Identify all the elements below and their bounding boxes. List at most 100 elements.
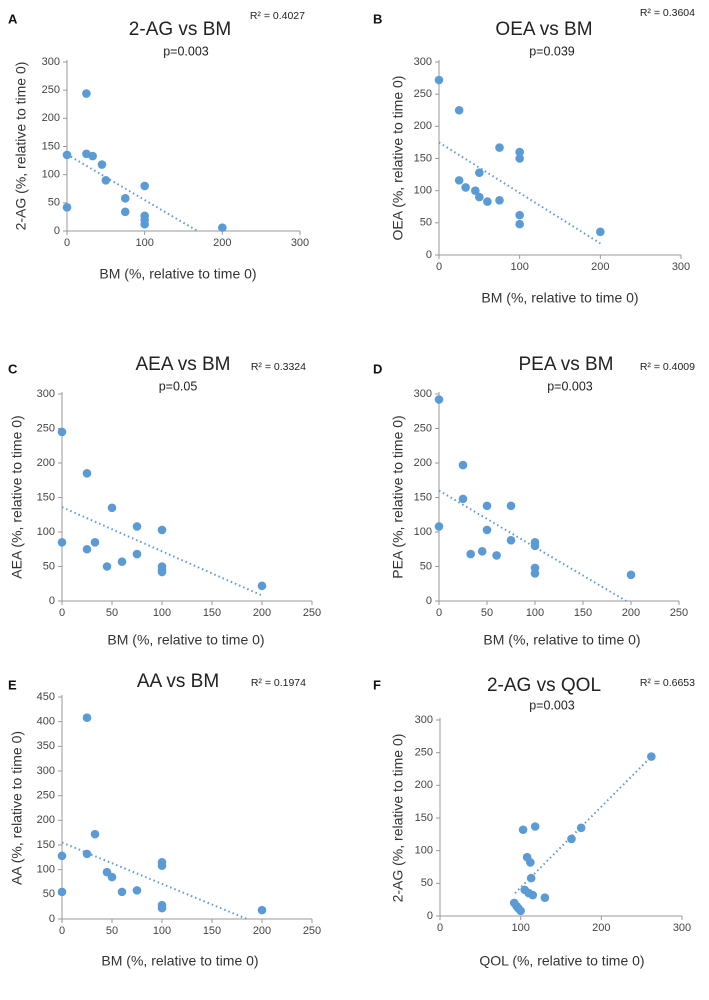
y-tick-label: 100	[414, 526, 432, 538]
y-tick-label: 100	[42, 169, 60, 181]
r-squared: R² = 0.4027	[250, 10, 305, 22]
y-tick-label: 0	[49, 913, 55, 925]
y-tick-label: 250	[414, 422, 432, 434]
trendline	[438, 141, 601, 245]
panel-b: B OEA vs BM p=0.039 R² = 0.3604 0 100 200 300 0 5…	[373, 7, 695, 306]
data-point	[90, 829, 100, 839]
y-tick-label: 250	[37, 790, 55, 802]
x-tick-label: 100	[511, 922, 529, 934]
y-tick-label: 200	[37, 814, 55, 826]
data-point	[117, 557, 127, 566]
y-tick-label: 350	[37, 740, 55, 752]
panel-letter: F	[373, 678, 381, 693]
p-value: p=0.003	[547, 379, 593, 393]
data-point	[57, 427, 67, 437]
data-point	[107, 872, 117, 882]
y-axis-label: PEA (%, relative to time 0)	[390, 415, 406, 578]
data-point	[506, 501, 516, 511]
data-point	[477, 547, 487, 556]
y-tick-label: 0	[426, 595, 432, 607]
data-point	[57, 887, 67, 897]
y-tick-label: 300	[37, 765, 55, 777]
trendline	[61, 841, 248, 920]
data-point	[567, 834, 576, 844]
y-tick-label: 250	[414, 88, 432, 100]
y-tick-label: 150	[414, 491, 432, 503]
data-point	[483, 197, 492, 206]
y-tick-label: 250	[42, 84, 60, 96]
y-tick-label: 200	[414, 457, 432, 469]
r-squared: R² = 0.1974	[251, 677, 306, 689]
data-point	[57, 538, 67, 547]
data-point	[515, 147, 524, 157]
x-axis-label: BM (%, relative to time 0)	[481, 290, 638, 306]
p-value: p=0.05	[159, 379, 198, 393]
data-point	[157, 861, 167, 871]
data-point	[97, 160, 107, 169]
x-tick-label: 0	[64, 237, 70, 249]
x-tick-label: 200	[213, 237, 231, 249]
x-tick-label: 300	[291, 237, 309, 249]
x-tick-label: 200	[591, 261, 609, 273]
x-tick-label: 100	[153, 925, 171, 937]
panel-letter: D	[373, 362, 382, 377]
y-axis-label: OEA (%, relative to time 0)	[390, 76, 406, 241]
y-tick-label: 200	[37, 457, 55, 469]
x-tick-label: 100	[153, 607, 171, 619]
y-tick-label: 50	[421, 877, 433, 889]
y-tick-label: 100	[37, 864, 55, 876]
data-point	[62, 203, 72, 212]
data-point	[454, 105, 464, 115]
data-point	[82, 544, 92, 554]
x-tick-label: 50	[106, 925, 118, 937]
data-point	[540, 893, 550, 903]
data-point	[495, 143, 504, 152]
y-tick-label: 100	[414, 185, 432, 197]
data-point	[576, 823, 586, 833]
panel-f: F 2-AG vs QOL p=0.003 R² = 0.6653 0 100 200 300…	[373, 675, 695, 969]
y-tick-label: 300	[37, 388, 55, 400]
y-tick-label: 100	[37, 526, 55, 538]
y-tick-label: 0	[426, 249, 432, 261]
data-point	[647, 752, 656, 761]
panel-a: A 2-AG vs BM p=0.003 R² = 0.4027 0 100 200 300 0…	[8, 10, 309, 282]
y-tick-label: 0	[427, 910, 433, 922]
y-tick-label: 200	[415, 779, 433, 791]
data-point	[88, 151, 97, 161]
x-tick-label: 300	[673, 922, 691, 934]
panel-d: D PEA vs BM p=0.003 R² = 0.4009 0 50 100 150 200…	[373, 354, 695, 648]
trendline	[66, 153, 198, 232]
x-tick-label: 250	[303, 925, 321, 937]
data-point	[434, 75, 444, 85]
y-tick-label: 150	[414, 152, 432, 164]
data-point	[515, 210, 524, 220]
y-tick-label: 150	[42, 140, 60, 152]
y-tick-label: 0	[54, 225, 60, 237]
x-tick-label: 250	[303, 607, 321, 619]
x-tick-label: 0	[59, 925, 65, 937]
x-tick-label: 300	[672, 261, 690, 273]
data-point	[82, 849, 92, 859]
data-point	[471, 186, 480, 195]
data-point	[530, 541, 540, 551]
data-point	[458, 494, 468, 504]
data-point	[475, 192, 484, 202]
data-point	[157, 525, 167, 535]
y-tick-label: 400	[37, 716, 55, 728]
y-tick-label: 150	[415, 812, 433, 824]
data-point	[434, 395, 444, 404]
panel-letter: C	[8, 362, 18, 377]
data-point	[466, 549, 475, 559]
data-point	[526, 873, 536, 883]
data-point	[596, 227, 605, 237]
y-tick-label: 150	[37, 839, 55, 851]
chart-title: 2-AG vs BM	[129, 19, 231, 40]
x-axis-label: BM (%, relative to time 0)	[107, 632, 264, 648]
x-tick-label: 150	[574, 607, 592, 619]
data-point	[57, 851, 67, 861]
data-point	[492, 551, 501, 560]
data-point	[626, 570, 636, 580]
y-tick-label: 50	[48, 197, 60, 209]
data-point	[82, 713, 92, 723]
chart-title: AEA vs BM	[135, 354, 230, 375]
